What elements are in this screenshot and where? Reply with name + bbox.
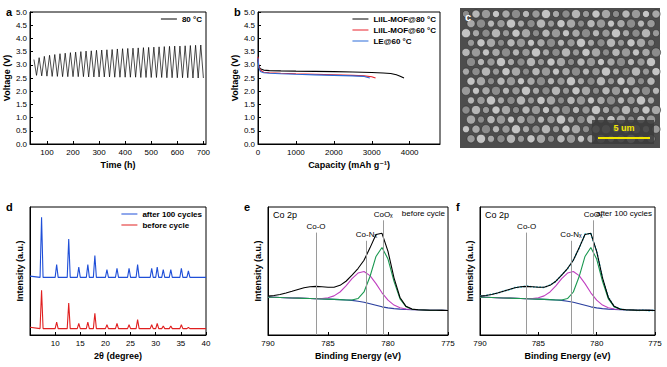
svg-text:500: 500 — [145, 148, 159, 157]
svg-text:400: 400 — [118, 148, 132, 157]
svg-text:3.5: 3.5 — [16, 47, 28, 56]
svg-text:CoOₓ: CoOₓ — [374, 210, 393, 219]
svg-text:300: 300 — [92, 148, 106, 157]
svg-text:40: 40 — [202, 339, 211, 348]
svg-text:2.0: 2.0 — [244, 87, 256, 96]
svg-text:before cycle: before cycle — [402, 209, 446, 218]
svg-text:Time (h): Time (h) — [101, 160, 136, 170]
svg-text:4.0: 4.0 — [244, 34, 256, 43]
svg-text:a: a — [6, 6, 13, 18]
svg-text:Binding Energy (eV): Binding Energy (eV) — [524, 351, 610, 361]
svg-text:0.5: 0.5 — [244, 126, 256, 135]
svg-text:Voltage (V): Voltage (V) — [230, 55, 240, 101]
svg-text:Intensity (a.u.): Intensity (a.u.) — [15, 240, 25, 301]
svg-text:780: 780 — [381, 339, 395, 348]
svg-text:Co-Nₓ: Co-Nₓ — [356, 230, 378, 239]
svg-text:3.5: 3.5 — [244, 47, 256, 56]
svg-text:0.0: 0.0 — [16, 140, 28, 149]
svg-text:after 100 cycles: after 100 cycles — [596, 209, 652, 218]
svg-text:3000: 3000 — [363, 148, 381, 157]
svg-text:100: 100 — [40, 148, 54, 157]
svg-text:775: 775 — [441, 339, 455, 348]
svg-text:Co-Nₓ: Co-Nₓ — [560, 230, 582, 239]
svg-text:790: 790 — [473, 339, 487, 348]
svg-text:4000: 4000 — [401, 148, 419, 157]
svg-text:1.5: 1.5 — [16, 100, 28, 109]
svg-text:Co-O: Co-O — [306, 222, 325, 231]
svg-text:0: 0 — [256, 148, 261, 157]
svg-text:Co-O: Co-O — [517, 222, 536, 231]
svg-text:780: 780 — [590, 339, 604, 348]
svg-text:Co 2p: Co 2p — [485, 210, 509, 220]
svg-text:c: c — [465, 11, 471, 23]
svg-text:35: 35 — [176, 339, 185, 348]
svg-text:775: 775 — [648, 339, 662, 348]
svg-text:600: 600 — [171, 148, 185, 157]
svg-text:3.0: 3.0 — [16, 60, 28, 69]
svg-text:LiIL-MOF@60 °C: LiIL-MOF@60 °C — [373, 26, 436, 35]
svg-text:LiIL-MOF@80 °C: LiIL-MOF@80 °C — [373, 15, 436, 24]
svg-text:5.0: 5.0 — [244, 8, 256, 17]
svg-text:5.0: 5.0 — [16, 8, 28, 17]
svg-text:Voltage (V): Voltage (V) — [2, 55, 12, 101]
svg-text:30: 30 — [151, 339, 160, 348]
svg-text:15: 15 — [76, 339, 85, 348]
svg-text:before cycle: before cycle — [142, 221, 189, 230]
svg-text:1000: 1000 — [287, 148, 305, 157]
svg-text:LE@60 °C: LE@60 °C — [373, 37, 411, 46]
svg-text:5 um: 5 um — [613, 123, 634, 133]
svg-text:Binding Energy (eV): Binding Energy (eV) — [315, 351, 401, 361]
svg-text:4.0: 4.0 — [16, 34, 28, 43]
svg-text:790: 790 — [261, 339, 275, 348]
svg-text:4.5: 4.5 — [16, 21, 28, 30]
svg-text:2000: 2000 — [325, 148, 343, 157]
svg-text:700: 700 — [197, 148, 211, 157]
svg-text:Co 2p: Co 2p — [273, 210, 297, 220]
svg-text:f: f — [456, 201, 460, 213]
svg-text:Capacity (mAh g⁻¹): Capacity (mAh g⁻¹) — [308, 160, 390, 170]
svg-text:1.0: 1.0 — [244, 113, 256, 122]
svg-text:2.5: 2.5 — [16, 74, 28, 83]
svg-text:b: b — [234, 6, 241, 18]
svg-text:Intensity (a.u.): Intensity (a.u.) — [253, 240, 263, 301]
svg-text:4.5: 4.5 — [244, 21, 256, 30]
svg-text:2.0: 2.0 — [16, 87, 28, 96]
svg-text:2θ (degree): 2θ (degree) — [94, 351, 142, 361]
svg-text:CoOₓ: CoOₓ — [584, 210, 603, 219]
svg-text:1.5: 1.5 — [244, 100, 256, 109]
svg-text:20: 20 — [101, 339, 110, 348]
svg-text:1.0: 1.0 — [16, 113, 28, 122]
svg-text:0.5: 0.5 — [16, 126, 28, 135]
svg-text:after 100 cycles: after 100 cycles — [142, 210, 202, 219]
svg-text:80 °C: 80 °C — [182, 15, 202, 24]
svg-text:e: e — [244, 201, 250, 213]
svg-text:2.5: 2.5 — [244, 74, 256, 83]
svg-text:3.0: 3.0 — [244, 60, 256, 69]
svg-text:0.0: 0.0 — [244, 140, 256, 149]
svg-text:785: 785 — [532, 339, 546, 348]
svg-text:Intensity (a.u.): Intensity (a.u.) — [465, 240, 475, 301]
svg-text:d: d — [6, 201, 13, 213]
svg-text:785: 785 — [321, 339, 335, 348]
svg-text:25: 25 — [126, 339, 135, 348]
svg-text:10: 10 — [51, 339, 60, 348]
svg-text:200: 200 — [66, 148, 80, 157]
